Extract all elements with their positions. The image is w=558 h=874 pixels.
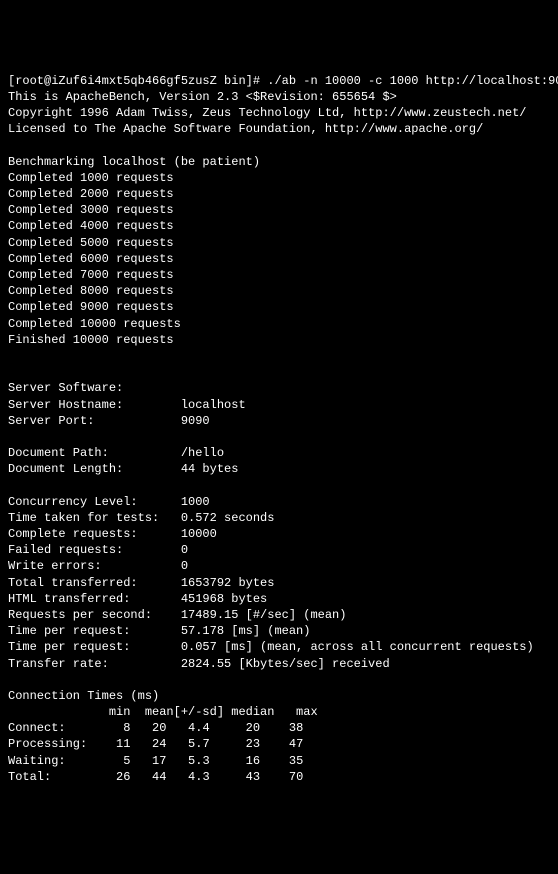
ct-max: 47 bbox=[260, 737, 303, 751]
result-value: 44 bytes bbox=[181, 462, 239, 476]
ct-median: 43 bbox=[210, 770, 260, 784]
progress-line: Completed 3000 requests bbox=[8, 203, 174, 217]
progress-line: Completed 2000 requests bbox=[8, 187, 174, 201]
progress-line: Completed 9000 requests bbox=[8, 300, 174, 314]
ct-mean: 44 bbox=[130, 770, 166, 784]
result-row: Complete requests: 10000 bbox=[8, 527, 217, 541]
progress-line: Completed 7000 requests bbox=[8, 268, 174, 282]
ct-mean: 17 bbox=[130, 754, 166, 768]
result-label: Document Length: bbox=[8, 462, 181, 476]
result-value: 0 bbox=[181, 559, 188, 573]
ct-median: 20 bbox=[210, 721, 260, 735]
terminal-output: [root@iZuf6i4mxt5qb466gf5zusZ bin]# ./ab… bbox=[8, 73, 550, 785]
result-row: Requests per second: 17489.15 [#/sec] (m… bbox=[8, 608, 346, 622]
ct-sd: 5.7 bbox=[166, 737, 209, 751]
result-value: 1653792 bytes bbox=[181, 576, 275, 590]
command-prompt-line: [root@iZuf6i4mxt5qb466gf5zusZ bin]# ./ab… bbox=[8, 74, 558, 88]
ct-mean: 24 bbox=[130, 737, 166, 751]
result-value: 1000 bbox=[181, 495, 210, 509]
progress-line: Completed 1000 requests bbox=[8, 171, 174, 185]
ct-max: 35 bbox=[260, 754, 303, 768]
result-value: 17489.15 [#/sec] (mean) bbox=[181, 608, 347, 622]
ct-min: 5 bbox=[94, 754, 130, 768]
result-row: Server Hostname: localhost bbox=[8, 398, 246, 412]
ct-max: 70 bbox=[260, 770, 303, 784]
result-label: Server Software: bbox=[8, 381, 181, 395]
ct-label: Total: bbox=[8, 770, 94, 784]
result-row: Server Software: bbox=[8, 381, 181, 395]
result-value: 0 bbox=[181, 543, 188, 557]
result-row: Failed requests: 0 bbox=[8, 543, 188, 557]
result-row: Time per request: 0.057 [ms] (mean, acro… bbox=[8, 640, 534, 654]
ct-label: Connect: bbox=[8, 721, 94, 735]
result-row: Server Port: 9090 bbox=[8, 414, 210, 428]
result-value: 9090 bbox=[181, 414, 210, 428]
result-label: Write errors: bbox=[8, 559, 181, 573]
progress-line: Finished 10000 requests bbox=[8, 333, 174, 347]
connection-row: Total: 26 44 4.3 43 70 bbox=[8, 770, 303, 784]
connection-times-columns: min mean[+/-sd] median max bbox=[8, 705, 318, 719]
ct-label: Processing: bbox=[8, 737, 94, 751]
result-row: Document Length: 44 bytes bbox=[8, 462, 238, 476]
result-label: Requests per second: bbox=[8, 608, 181, 622]
result-label: Concurrency Level: bbox=[8, 495, 181, 509]
ct-min: 26 bbox=[94, 770, 130, 784]
connection-row: Waiting: 5 17 5.3 16 35 bbox=[8, 754, 303, 768]
result-row: Transfer rate: 2824.55 [Kbytes/sec] rece… bbox=[8, 657, 390, 671]
result-value: /hello bbox=[181, 446, 224, 460]
result-value: 10000 bbox=[181, 527, 217, 541]
connection-times-header: Connection Times (ms) bbox=[8, 689, 159, 703]
result-label: Time per request: bbox=[8, 640, 181, 654]
result-label: Total transferred: bbox=[8, 576, 181, 590]
ct-min: 11 bbox=[94, 737, 130, 751]
progress-line: Completed 5000 requests bbox=[8, 236, 174, 250]
result-label: Time per request: bbox=[8, 624, 181, 638]
ct-sd: 4.4 bbox=[166, 721, 209, 735]
ct-sd: 4.3 bbox=[166, 770, 209, 784]
benchmark-header: Benchmarking localhost (be patient) bbox=[8, 155, 260, 169]
connection-row: Connect: 8 20 4.4 20 38 bbox=[8, 721, 303, 735]
result-row: Total transferred: 1653792 bytes bbox=[8, 576, 274, 590]
banner-line: This is ApacheBench, Version 2.3 <$Revis… bbox=[8, 90, 397, 104]
ct-sd: 5.3 bbox=[166, 754, 209, 768]
result-label: Transfer rate: bbox=[8, 657, 181, 671]
result-row: Time taken for tests: 0.572 seconds bbox=[8, 511, 274, 525]
result-row: Concurrency Level: 1000 bbox=[8, 495, 210, 509]
result-label: Complete requests: bbox=[8, 527, 181, 541]
banner-line: Copyright 1996 Adam Twiss, Zeus Technolo… bbox=[8, 106, 526, 120]
result-value: 0.572 seconds bbox=[181, 511, 275, 525]
progress-line: Completed 8000 requests bbox=[8, 284, 174, 298]
result-row: Document Path: /hello bbox=[8, 446, 224, 460]
ct-label: Waiting: bbox=[8, 754, 94, 768]
result-value: localhost bbox=[181, 398, 246, 412]
result-label: Server Port: bbox=[8, 414, 181, 428]
ct-mean: 20 bbox=[130, 721, 166, 735]
result-value: 0.057 [ms] (mean, across all concurrent … bbox=[181, 640, 534, 654]
progress-line: Completed 4000 requests bbox=[8, 219, 174, 233]
result-label: Server Hostname: bbox=[8, 398, 181, 412]
result-label: Time taken for tests: bbox=[8, 511, 181, 525]
result-value: 2824.55 [Kbytes/sec] received bbox=[181, 657, 390, 671]
ct-median: 16 bbox=[210, 754, 260, 768]
result-row: Write errors: 0 bbox=[8, 559, 188, 573]
result-label: Document Path: bbox=[8, 446, 181, 460]
progress-line: Completed 6000 requests bbox=[8, 252, 174, 266]
result-label: Failed requests: bbox=[8, 543, 181, 557]
banner-line: Licensed to The Apache Software Foundati… bbox=[8, 122, 483, 136]
result-value: 57.178 [ms] (mean) bbox=[181, 624, 311, 638]
result-row: Time per request: 57.178 [ms] (mean) bbox=[8, 624, 310, 638]
ct-median: 23 bbox=[210, 737, 260, 751]
connection-row: Processing: 11 24 5.7 23 47 bbox=[8, 737, 303, 751]
ct-min: 8 bbox=[94, 721, 130, 735]
progress-line: Completed 10000 requests bbox=[8, 317, 181, 331]
ct-max: 38 bbox=[260, 721, 303, 735]
